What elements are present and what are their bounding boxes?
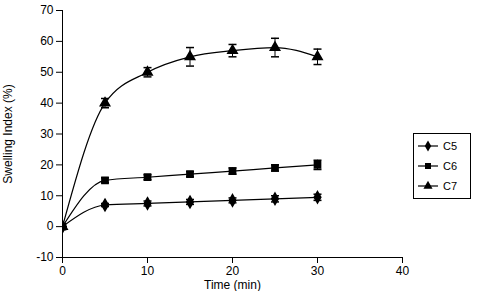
svg-text:C6: C6	[443, 160, 457, 172]
svg-text:C7: C7	[443, 180, 457, 192]
svg-text:-10: -10	[36, 250, 54, 264]
svg-text:30: 30	[40, 127, 54, 141]
svg-text:Time (min): Time (min)	[204, 278, 261, 291]
svg-text:0: 0	[59, 264, 66, 278]
svg-text:40: 40	[396, 264, 410, 278]
svg-text:10: 10	[40, 189, 54, 203]
svg-text:60: 60	[40, 34, 54, 48]
svg-text:30: 30	[311, 264, 325, 278]
svg-text:20: 20	[226, 264, 240, 278]
svg-text:0: 0	[47, 219, 54, 233]
svg-text:Swelling Index (%): Swelling Index (%)	[1, 84, 15, 183]
svg-text:50: 50	[40, 65, 54, 79]
svg-text:20: 20	[40, 158, 54, 172]
svg-text:10: 10	[141, 264, 155, 278]
svg-text:C5: C5	[443, 140, 457, 152]
svg-text:70: 70	[40, 3, 54, 17]
svg-text:40: 40	[40, 96, 54, 110]
